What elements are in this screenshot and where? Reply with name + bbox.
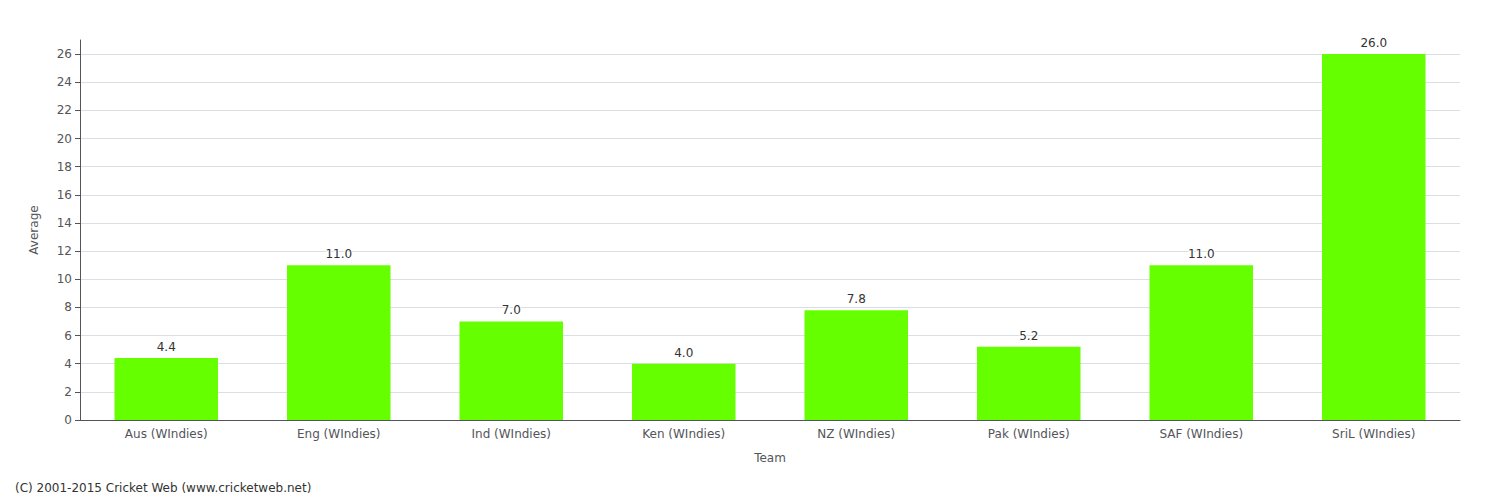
svg-text:5.2: 5.2 [1019,329,1038,343]
svg-text:2: 2 [64,385,72,399]
svg-text:NZ (WIndies): NZ (WIndies) [817,427,895,441]
svg-text:4.4: 4.4 [157,340,176,354]
svg-text:(C) 2001-2015 Cricket Web (www: (C) 2001-2015 Cricket Web (www.cricketwe… [15,481,311,495]
svg-text:Ken (WIndies): Ken (WIndies) [642,427,725,441]
svg-text:12: 12 [57,244,72,258]
svg-text:Pak (WIndies): Pak (WIndies) [988,427,1070,441]
svg-text:Team: Team [753,451,786,465]
svg-text:4.0: 4.0 [674,346,693,360]
svg-text:10: 10 [57,272,72,286]
svg-text:11.0: 11.0 [1188,247,1215,261]
svg-text:14: 14 [57,216,72,230]
svg-text:16: 16 [57,188,72,202]
svg-text:SAF (WIndies): SAF (WIndies) [1159,427,1243,441]
svg-text:8: 8 [64,300,72,314]
svg-text:0: 0 [64,413,72,427]
svg-text:26.0: 26.0 [1360,36,1387,50]
svg-text:Eng (WIndies): Eng (WIndies) [297,427,381,441]
svg-text:7.8: 7.8 [847,292,866,306]
svg-text:11.0: 11.0 [325,247,352,261]
svg-text:Average: Average [27,205,41,254]
svg-text:Aus (WIndies): Aus (WIndies) [125,427,208,441]
svg-text:Ind (WIndies): Ind (WIndies) [471,427,551,441]
svg-text:7.0: 7.0 [502,303,521,317]
svg-text:24: 24 [57,75,72,89]
svg-text:18: 18 [57,160,72,174]
svg-text:22: 22 [57,103,72,117]
svg-text:20: 20 [57,132,72,146]
svg-text:SriL (WIndies): SriL (WIndies) [1332,427,1415,441]
svg-text:6: 6 [64,329,72,343]
svg-text:4: 4 [64,357,72,371]
svg-text:26: 26 [57,47,72,61]
